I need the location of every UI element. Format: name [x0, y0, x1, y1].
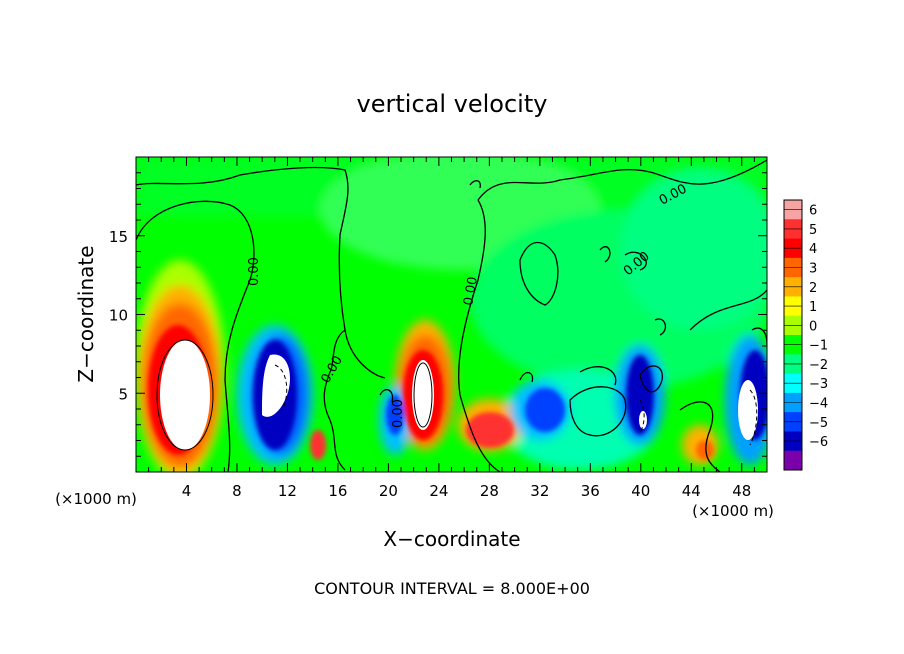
- x-tick-label: 28: [480, 482, 499, 500]
- colorbar-label: 5: [809, 223, 817, 238]
- y-axis-label: Z−coordinate: [74, 245, 98, 382]
- x-tick-label: 20: [379, 482, 398, 500]
- updraft-core-2: [412, 360, 434, 430]
- x-tick-label: 24: [429, 482, 448, 500]
- x-axis: 4 8 12 16 20 24 28 32 36 40 44 48: [148, 157, 755, 500]
- colorbar-label: −6: [809, 435, 828, 450]
- positive-contours: [156, 339, 433, 451]
- colorbar-frame: [783, 199, 803, 471]
- x-tick-label: 16: [328, 482, 347, 500]
- x-tick-label: 32: [530, 482, 549, 500]
- y-tick-label: 5: [118, 385, 128, 403]
- x-tick-label: 44: [682, 482, 701, 500]
- colorbar-label: 1: [809, 300, 817, 315]
- negative-contours: [274, 364, 758, 446]
- colorbar-label: −2: [809, 358, 828, 373]
- x-unit-label-left: (×1000 m): [55, 490, 137, 508]
- zero-contours: [136, 159, 767, 472]
- colorbar-label: −1: [809, 339, 828, 354]
- y-tick-label: 10: [109, 307, 128, 325]
- contour-label: 0.00: [461, 276, 481, 307]
- x-tick-label: 4: [182, 482, 192, 500]
- contour-label: 0.00: [247, 257, 262, 286]
- colorbar: 6 5 4 3 2 1 0 −1 −2 −3 −4 −5 −6: [783, 199, 828, 471]
- colorbar-label: −5: [809, 416, 828, 431]
- downdraft-core-2: [738, 380, 758, 440]
- x-unit-label-right: (×1000 m): [692, 502, 774, 520]
- x-tick-label: 48: [732, 482, 751, 500]
- colorbar-label: −4: [809, 397, 828, 412]
- updraft-core-1: [160, 340, 210, 450]
- x-tick-label: 12: [278, 482, 297, 500]
- contour-label: 0.00: [391, 399, 406, 428]
- x-tick-label: 40: [631, 482, 650, 500]
- downdraft-core-3: [639, 411, 647, 429]
- downdraft-core-1: [262, 354, 290, 417]
- plot-area: 0.00 0.00 0.00 0.00 0.00 0.00: [136, 157, 767, 472]
- colorbar-label: 0: [809, 319, 817, 334]
- chart-title: vertical velocity: [357, 90, 548, 118]
- x-tick-label: 8: [232, 482, 242, 500]
- x-axis-label: X−coordinate: [383, 527, 520, 551]
- colorbar-label: 2: [809, 281, 817, 296]
- colorbar-label: −3: [809, 377, 828, 392]
- colorbar-label: 6: [809, 204, 817, 219]
- contour-interval-note: CONTOUR INTERVAL = 8.000E+00: [314, 579, 590, 598]
- y-axis: 5 10 15: [109, 172, 767, 457]
- x-tick-label: 36: [581, 482, 600, 500]
- y-tick-label: 15: [109, 228, 128, 246]
- colorbar-label: 3: [809, 262, 817, 277]
- colorbar-swatch: [784, 450, 802, 471]
- colorbar-label: 4: [809, 242, 817, 257]
